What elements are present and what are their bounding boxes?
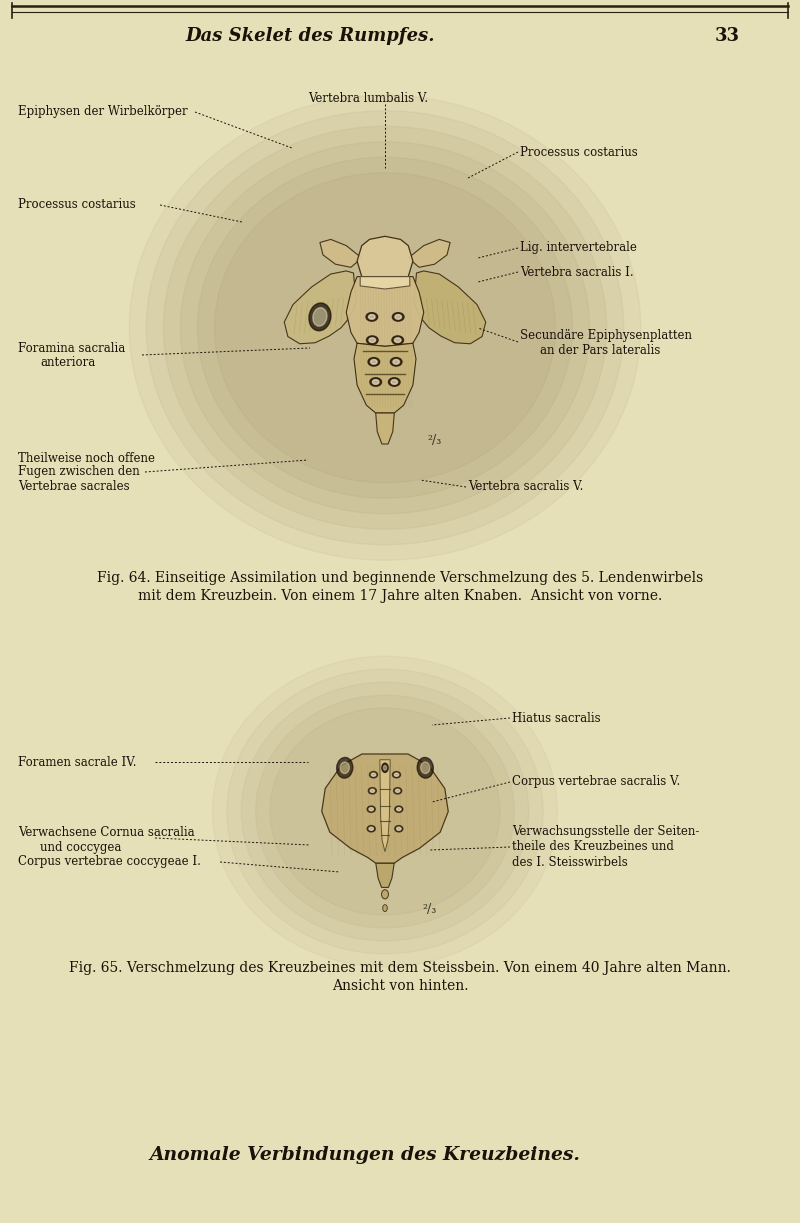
Text: Processus costarius: Processus costarius [18, 198, 136, 212]
Text: ²/₃: ²/₃ [423, 903, 437, 916]
Text: Anomale Verbindungen des Kreuzbeines.: Anomale Verbindungen des Kreuzbeines. [150, 1146, 581, 1164]
Ellipse shape [392, 313, 404, 322]
Ellipse shape [397, 807, 401, 811]
Ellipse shape [198, 158, 573, 498]
Ellipse shape [146, 111, 624, 544]
Ellipse shape [395, 789, 400, 793]
Text: Corpus vertebrae sacralis V.: Corpus vertebrae sacralis V. [512, 775, 680, 789]
Ellipse shape [256, 695, 514, 928]
Text: Foramina sacralia: Foramina sacralia [18, 341, 126, 355]
Polygon shape [357, 236, 413, 276]
Text: Verwachsene Cornua sacralia: Verwachsene Cornua sacralia [18, 826, 194, 839]
Ellipse shape [370, 378, 382, 386]
Ellipse shape [369, 338, 375, 342]
Polygon shape [320, 240, 362, 268]
Ellipse shape [394, 338, 401, 342]
Text: Vertebrae sacrales: Vertebrae sacrales [18, 479, 130, 493]
Ellipse shape [394, 826, 403, 832]
Text: an der Pars lateralis: an der Pars lateralis [540, 344, 660, 356]
Text: Processus costarius: Processus costarius [520, 146, 638, 159]
Text: Secundäre Epiphysenplatten: Secundäre Epiphysenplatten [520, 329, 692, 341]
Ellipse shape [390, 357, 402, 366]
Polygon shape [346, 276, 424, 346]
Text: Fig. 65. Verschmelzung des Kreuzbeines mit dem Steissbein. Von einem 40 Jahre al: Fig. 65. Verschmelzung des Kreuzbeines m… [69, 961, 731, 975]
Ellipse shape [393, 360, 399, 364]
Ellipse shape [397, 827, 401, 830]
Text: Ansicht von hinten.: Ansicht von hinten. [332, 978, 468, 993]
Text: Fig. 64. Einseitige Assimilation und beginnende Verschmelzung des 5. Lendenwirbe: Fig. 64. Einseitige Assimilation und beg… [97, 571, 703, 585]
Polygon shape [360, 276, 410, 289]
Ellipse shape [242, 682, 529, 940]
Text: Vertebra sacralis I.: Vertebra sacralis I. [520, 265, 634, 279]
Ellipse shape [370, 789, 374, 793]
Ellipse shape [214, 172, 555, 483]
Text: 33: 33 [715, 27, 740, 45]
Ellipse shape [369, 807, 374, 811]
Ellipse shape [395, 314, 402, 319]
Ellipse shape [367, 826, 375, 832]
Text: Epiphysen der Wirbelkörper: Epiphysen der Wirbelkörper [18, 105, 188, 119]
Ellipse shape [270, 708, 500, 915]
Text: Lig. intervertebrale: Lig. intervertebrale [520, 241, 637, 254]
Ellipse shape [369, 827, 374, 830]
Ellipse shape [394, 788, 402, 794]
Ellipse shape [313, 308, 327, 327]
Ellipse shape [389, 378, 400, 386]
Ellipse shape [181, 142, 590, 514]
Text: anteriora: anteriora [40, 356, 95, 369]
Polygon shape [322, 755, 448, 863]
Ellipse shape [382, 763, 388, 773]
Ellipse shape [368, 357, 380, 366]
Ellipse shape [421, 762, 430, 773]
Text: ²/₃: ²/₃ [428, 434, 442, 448]
Text: Hiatus sacralis: Hiatus sacralis [512, 712, 601, 724]
Ellipse shape [373, 379, 379, 384]
Polygon shape [354, 344, 416, 413]
Text: des I. Steisswirbels: des I. Steisswirbels [512, 856, 628, 868]
Ellipse shape [227, 669, 543, 954]
Ellipse shape [370, 772, 378, 778]
Ellipse shape [367, 806, 375, 812]
Polygon shape [414, 272, 486, 344]
Ellipse shape [394, 773, 398, 777]
Ellipse shape [371, 773, 376, 777]
Text: Verwachsungsstelle der Seiten-: Verwachsungsstelle der Seiten- [512, 826, 699, 839]
Ellipse shape [383, 766, 386, 770]
Ellipse shape [366, 336, 378, 345]
Ellipse shape [370, 360, 377, 364]
Ellipse shape [391, 379, 398, 384]
Polygon shape [284, 272, 356, 344]
Text: theile des Kreuzbeines und: theile des Kreuzbeines und [512, 840, 674, 854]
Ellipse shape [163, 126, 606, 530]
Ellipse shape [382, 889, 389, 899]
Ellipse shape [366, 313, 378, 322]
Text: Corpus vertebrae coccygeae I.: Corpus vertebrae coccygeae I. [18, 856, 201, 868]
Ellipse shape [394, 806, 403, 812]
Text: mit dem Kreuzbein. Von einem 17 Jahre alten Knaben.  Ansicht von vorne.: mit dem Kreuzbein. Von einem 17 Jahre al… [138, 589, 662, 603]
Polygon shape [380, 759, 390, 851]
Polygon shape [376, 413, 394, 444]
Ellipse shape [392, 336, 403, 345]
Polygon shape [376, 863, 394, 888]
Ellipse shape [369, 314, 375, 319]
Ellipse shape [393, 772, 401, 778]
Ellipse shape [309, 303, 331, 330]
Text: Fugen zwischen den: Fugen zwischen den [18, 466, 140, 478]
Ellipse shape [337, 757, 353, 778]
Ellipse shape [130, 95, 641, 560]
Ellipse shape [417, 757, 434, 778]
Polygon shape [408, 240, 450, 268]
Text: Vertebra sacralis V.: Vertebra sacralis V. [468, 481, 583, 494]
Ellipse shape [213, 657, 558, 966]
Text: Das Skelet des Rumpfes.: Das Skelet des Rumpfes. [186, 27, 434, 45]
Text: Theilweise noch offene: Theilweise noch offene [18, 451, 155, 465]
Text: Vertebra lumbalis V.: Vertebra lumbalis V. [308, 92, 428, 104]
Text: und coccygea: und coccygea [40, 840, 122, 854]
Ellipse shape [382, 905, 387, 911]
Text: Foramen sacrale IV.: Foramen sacrale IV. [18, 756, 137, 768]
Ellipse shape [368, 788, 376, 794]
Ellipse shape [340, 762, 350, 773]
